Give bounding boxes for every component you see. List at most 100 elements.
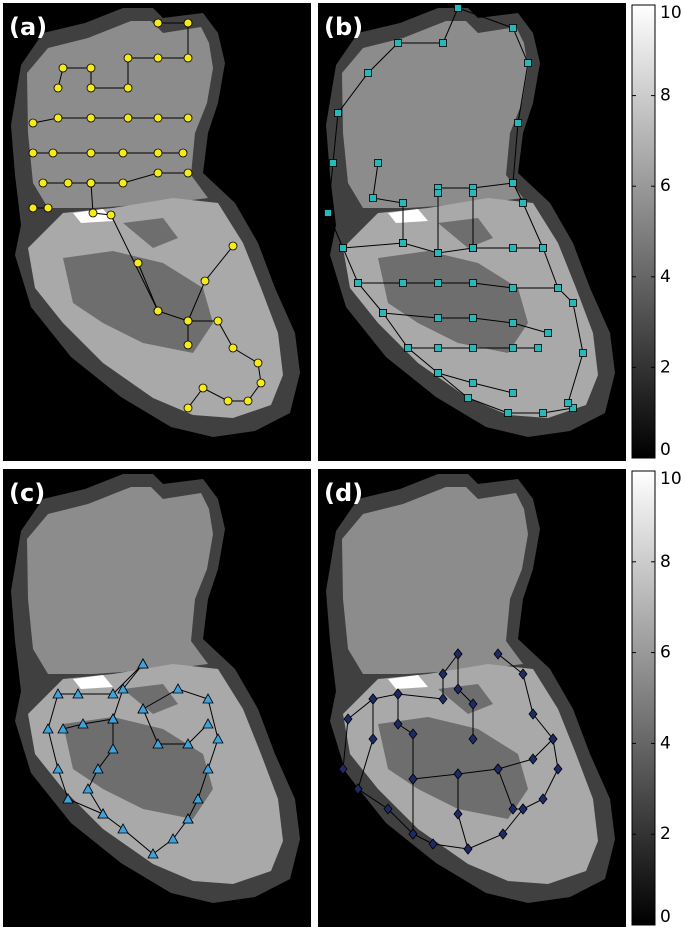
graph-node xyxy=(58,63,68,73)
graph-node xyxy=(107,688,119,699)
graph-node xyxy=(399,199,407,207)
graph-node xyxy=(183,113,193,123)
graph-node xyxy=(213,316,223,326)
graph-node xyxy=(57,723,69,734)
graph-node xyxy=(183,168,193,178)
graph-node xyxy=(147,848,159,859)
tick-label: 10 xyxy=(660,3,682,23)
panels: (a) (b) (c) (d) xyxy=(3,3,626,927)
graph-node xyxy=(434,189,442,197)
graph-node xyxy=(117,823,129,834)
graph-node xyxy=(509,24,517,32)
graph-node xyxy=(518,668,528,680)
graph-node xyxy=(152,738,164,749)
panel-label: (b) xyxy=(324,13,363,41)
tick-label: 10 xyxy=(660,469,682,489)
graph-node xyxy=(28,203,38,213)
graph-node xyxy=(256,378,266,388)
graph-node xyxy=(123,53,133,63)
tick-label: 8 xyxy=(660,552,671,572)
panel: (a) xyxy=(3,3,311,461)
graph-node xyxy=(118,178,128,188)
colorbars: 0 2 4 6 8 10 0 2 4 6 8 10 xyxy=(631,3,682,927)
graph-node xyxy=(453,648,463,660)
graph-node xyxy=(86,83,96,93)
graph-node xyxy=(454,4,462,12)
graph-node xyxy=(86,113,96,123)
graph-node xyxy=(212,733,224,744)
graph-node xyxy=(329,159,337,167)
graph-node xyxy=(137,703,149,714)
graph-node xyxy=(107,713,119,724)
tick-label: 4 xyxy=(660,267,671,287)
graph-node xyxy=(198,383,208,393)
graph-node xyxy=(42,723,54,734)
graph-node xyxy=(86,178,96,188)
graph-node xyxy=(528,708,538,720)
graph-edge xyxy=(327,7,574,414)
graph-node xyxy=(553,763,563,775)
panel-label: (c) xyxy=(9,479,45,507)
graph-node xyxy=(493,648,503,660)
graph-node xyxy=(118,148,128,158)
graph-edge xyxy=(457,654,474,739)
graph-node xyxy=(117,683,129,694)
graph-node xyxy=(48,148,58,158)
graph-node xyxy=(369,194,377,202)
graph-node xyxy=(434,279,442,287)
graph-node xyxy=(404,344,412,352)
graph-node xyxy=(228,343,238,353)
graph-node xyxy=(123,113,133,123)
panel: (c) xyxy=(3,469,311,927)
graph-edge xyxy=(57,22,189,89)
graph-edge xyxy=(358,282,558,289)
graph-node xyxy=(354,279,362,287)
graph-node xyxy=(534,344,542,352)
graph-node xyxy=(434,314,442,322)
graph-node xyxy=(43,203,53,213)
tick-label: 8 xyxy=(660,86,671,106)
tick-label: 2 xyxy=(660,357,671,377)
graph-node xyxy=(539,409,547,417)
graph-node xyxy=(493,763,503,775)
graph-edge xyxy=(342,653,559,850)
graph-node xyxy=(554,284,562,292)
graph-node xyxy=(518,803,528,815)
graph-node xyxy=(202,763,214,774)
graph-node xyxy=(200,276,210,286)
graph-node xyxy=(438,693,448,705)
graph-node xyxy=(52,763,64,774)
graph-node xyxy=(364,69,372,77)
graph-node xyxy=(183,18,193,28)
graph-node xyxy=(383,803,393,815)
graph-node xyxy=(53,83,63,93)
graph-node xyxy=(509,284,517,292)
graph-node xyxy=(564,399,572,407)
graph-node xyxy=(509,179,517,187)
graph-node xyxy=(86,63,96,73)
graph-node xyxy=(182,738,194,749)
graph-node xyxy=(324,209,332,217)
graph-edge xyxy=(142,708,209,745)
tick-label: 4 xyxy=(660,733,671,753)
graph-node xyxy=(92,763,104,774)
graph-node xyxy=(343,713,353,725)
panel: (b) xyxy=(318,3,626,461)
graph-node xyxy=(374,159,382,167)
graph-node xyxy=(469,379,477,387)
segmentation-map xyxy=(3,3,311,461)
graph-node xyxy=(77,718,89,729)
graph-edge xyxy=(372,162,404,243)
graph-node xyxy=(183,340,193,350)
graph-node xyxy=(137,658,149,669)
graph-edge xyxy=(137,262,159,312)
graph-node xyxy=(508,803,518,815)
graph-node xyxy=(393,688,403,700)
graph-node xyxy=(63,178,73,188)
graph-node xyxy=(528,753,538,765)
graph-node xyxy=(544,329,552,337)
graph-node xyxy=(368,733,378,745)
graph-node xyxy=(509,319,517,327)
graph-node xyxy=(106,210,116,220)
